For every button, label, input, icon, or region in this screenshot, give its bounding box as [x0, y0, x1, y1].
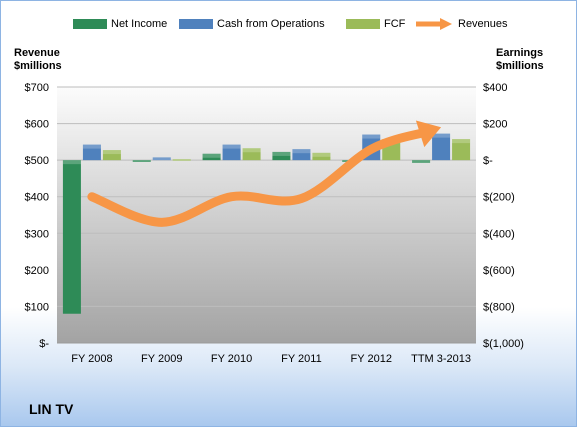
- left-axis-title: Revenue $millions: [14, 47, 62, 73]
- left-axis-title-line1: Revenue: [14, 47, 60, 59]
- company-name: LIN TV: [29, 401, 74, 417]
- left-axis-tick-label: $200: [25, 265, 49, 277]
- bar-highlight: [82, 144, 101, 149]
- bar-highlight: [272, 151, 291, 156]
- x-axis-tick-label: FY 2008: [71, 353, 112, 365]
- bar-cash-from-operations: [82, 144, 101, 161]
- legend-item-revenues: Revenues: [414, 15, 508, 33]
- bar-highlight: [132, 160, 151, 162]
- bar-fcf: [242, 148, 261, 161]
- bar-highlight: [62, 160, 81, 165]
- bar-fcf: [312, 152, 331, 161]
- left-axis-tick-label: $600: [25, 119, 49, 131]
- cash-from-operations-swatch: [179, 19, 213, 29]
- x-axis-tick-label: FY 2010: [211, 353, 252, 365]
- x-axis-tick-label: TTM 3-2013: [411, 353, 471, 365]
- left-axis-tick-label: $-: [39, 338, 49, 350]
- legend-item-net-income: Net Income: [73, 15, 167, 33]
- right-axis-tick-label: $(800): [483, 301, 515, 313]
- bar-cash-from-operations: [292, 149, 311, 161]
- bar-highlight: [432, 133, 451, 138]
- left-axis-tick-label: $100: [25, 301, 49, 313]
- bar-net-income: [272, 151, 291, 161]
- bar-fcf: [452, 139, 471, 161]
- x-axis-tick-label: FY 2009: [141, 353, 182, 365]
- bar-cash-from-operations: [222, 144, 241, 161]
- bar-highlight: [312, 152, 331, 157]
- legend-label-fcf: FCF: [384, 18, 406, 30]
- series-line-revenues: [87, 127, 431, 227]
- right-axis-tick-label: $400: [483, 82, 507, 94]
- right-axis-tick-label: $-: [483, 155, 493, 167]
- right-axis-title-line2: $millions: [496, 60, 544, 72]
- bar-fcf: [102, 150, 121, 161]
- bar-highlight: [292, 149, 311, 154]
- x-axis-tick-label: FY 2012: [351, 353, 392, 365]
- bar-highlight: [362, 134, 381, 139]
- bar-highlight: [152, 157, 171, 161]
- plot-area: [57, 87, 476, 343]
- bar-net-income: [202, 153, 221, 161]
- bar-highlight: [102, 150, 121, 155]
- fcf-swatch: [346, 19, 380, 29]
- bar-cash-from-operations: [152, 157, 171, 161]
- bar-net-income: [412, 160, 431, 163]
- left-axis-title-line2: $millions: [14, 60, 62, 72]
- series-arrowhead-revenues: [415, 120, 442, 148]
- revenues-arrow-icon: [416, 18, 452, 30]
- bar-highlight: [172, 159, 191, 161]
- legend-label-revenues: Revenues: [458, 18, 508, 30]
- right-axis-title-line1: Earnings: [496, 47, 544, 59]
- left-axis-tick-label: $300: [25, 228, 49, 240]
- right-axis-title: Earnings $millions: [496, 47, 544, 73]
- bar-highlight: [222, 144, 241, 149]
- right-axis-tick-label: $(600): [483, 265, 515, 277]
- bar-highlight: [452, 139, 471, 144]
- bar-highlight: [242, 148, 261, 153]
- right-axis-tick-label: $(400): [483, 228, 515, 240]
- bar-net-income: [62, 160, 81, 314]
- bar-fcf: [172, 159, 191, 161]
- bar-net-income: [132, 160, 151, 162]
- left-axis-tick-label: $400: [25, 192, 49, 204]
- legend-label-net-income: Net Income: [111, 18, 168, 30]
- right-axis-tick-label: $200: [483, 119, 507, 131]
- right-axis-tick-label: $(200): [483, 192, 515, 204]
- bar-cash-from-operations: [432, 133, 451, 161]
- left-axis-tick-label: $500: [25, 155, 49, 167]
- x-axis-tick-label: FY 2011: [281, 353, 322, 365]
- net-income-swatch: [73, 19, 107, 29]
- legend-item-fcf: FCF: [346, 15, 405, 33]
- legend: Net Income Cash from Operations FCF Reve…: [1, 15, 576, 33]
- legend-item-cash-from-operations: Cash from Operations: [179, 15, 325, 33]
- bar-highlight: [412, 160, 431, 163]
- right-axis-tick-label: $(1,000): [483, 338, 524, 350]
- legend-label-cash-from-operations: Cash from Operations: [217, 18, 325, 30]
- left-axis-tick-label: $700: [25, 82, 49, 94]
- bar-highlight: [202, 153, 221, 158]
